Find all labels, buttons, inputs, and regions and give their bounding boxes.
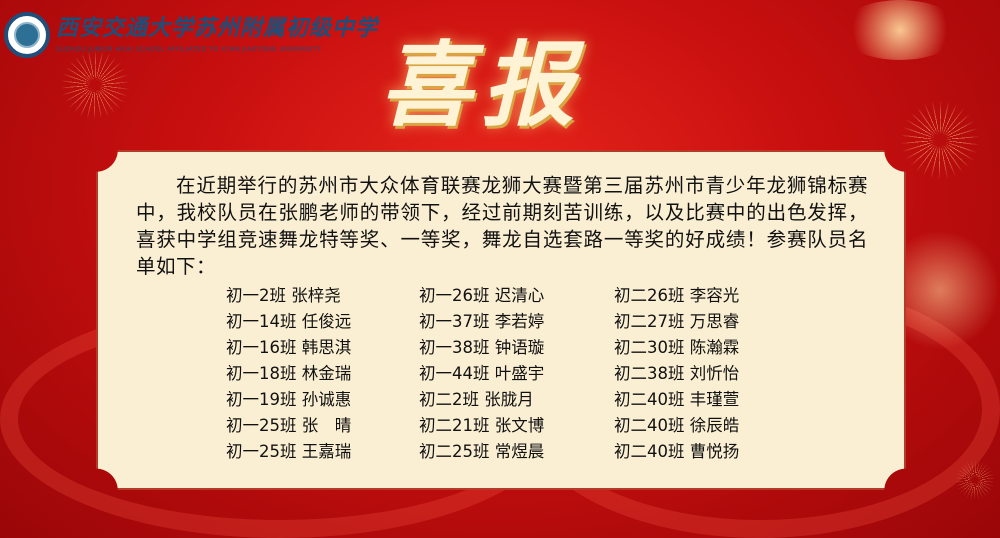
roster-entry: 初一37班 李若婷: [419, 312, 545, 331]
announcement-text: 在近期举行的苏州市大众体育联赛龙狮大赛暨第三届苏州市青少年龙狮锦标赛中，我校队员…: [136, 174, 868, 278]
roster-entry: 初一44班 叶盛宇: [419, 364, 545, 383]
roster-entry: 初二30班 陈瀚霖: [614, 338, 740, 357]
roster-entry: 初二26班 李容光: [614, 286, 740, 305]
roster-entry: 初一16班 韩思淇: [226, 338, 352, 357]
roster-entry: 初一26班 迟清心: [419, 286, 545, 305]
roster-list: 初一2班 张梓尧 初一26班 迟清心 初二26班 李容光初一14班 任俊远 初一37班…: [226, 284, 794, 464]
roster-entry: 初一14班 任俊远: [226, 312, 352, 331]
headline: 喜报: [380, 31, 585, 139]
roster-entry: 初二40班 徐辰皓: [614, 416, 740, 435]
roster-entry: 初一18班 林金瑞: [226, 364, 352, 383]
school-name-cn: 西安交通大学苏州附属初级中学: [56, 15, 379, 41]
school-name-en: SUZHOU JUNIOR HIGH SCHOOL AFFILIATED TO …: [56, 45, 322, 53]
roster-entry: 初一25班 王嘉瑞: [226, 442, 352, 461]
roster-entry: 初二40班 曹悦扬: [614, 442, 740, 461]
firework-icon: [60, 50, 130, 120]
roster-entry: 初二21班 张文博: [419, 416, 545, 435]
roster-entry: 初一25班 张 晴: [226, 416, 352, 435]
firework-icon: [900, 100, 980, 180]
roster-entry: 初一19班 孙诚惠: [226, 390, 352, 409]
roster-entry: 初二40班 丰瑾萱: [614, 390, 740, 409]
roster-entry: 初二38班 刘忻怡: [614, 364, 740, 383]
firework-icon: [955, 460, 995, 500]
light-glow: [840, 0, 960, 60]
roster-entry: 初一38班 钟语璇: [419, 338, 545, 357]
content-panel: [96, 150, 906, 490]
roster-entry: 初二2班 张胧月: [419, 390, 534, 409]
school-emblem-icon: [4, 12, 50, 58]
roster-entry: 初二25班 常煜晨: [419, 442, 545, 461]
roster-entry: 初一2班 张梓尧: [226, 286, 341, 305]
roster-entry: 初二27班 万思睿: [614, 312, 740, 331]
